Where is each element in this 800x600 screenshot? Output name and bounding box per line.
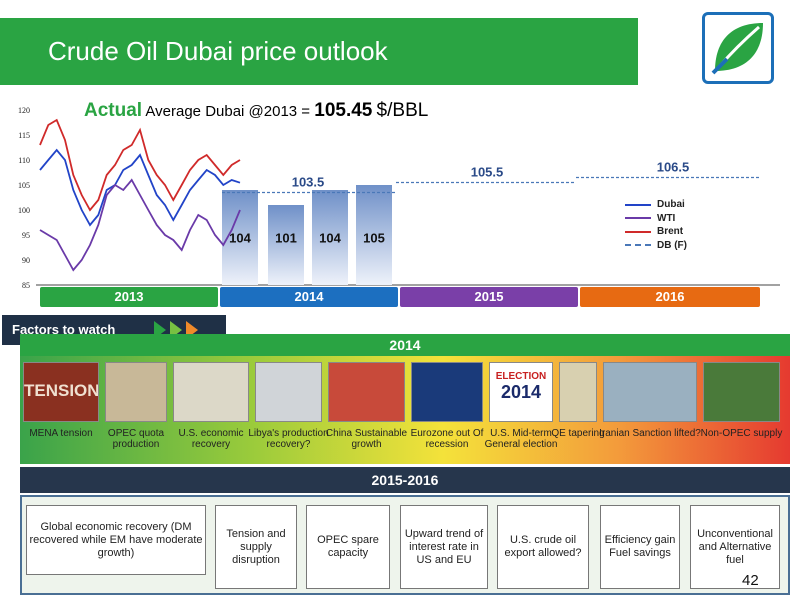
factor-image (703, 362, 780, 422)
factors-2015-2016-box: Global economic recovery (DM recovered w… (20, 495, 790, 595)
legend-swatch (625, 203, 651, 206)
factor-2015-2016-item: Global economic recovery (DM recovered w… (26, 505, 206, 575)
actual-label: Actual (84, 100, 143, 121)
factor-2015-2016-item: Upward trend of interest rate in US and … (400, 505, 488, 589)
year-2014: 2014 (220, 287, 398, 307)
factor-label: Libya's production recovery? (248, 428, 329, 450)
factor-image: TENSION (23, 362, 99, 422)
factor-image: ELECTION 2014 (489, 362, 553, 422)
band-2015-2016: 2015-2016 (20, 467, 790, 493)
year-2013: 2013 (40, 287, 218, 307)
forecast-bar-label: 101 (275, 231, 297, 246)
leaf-logo-icon (702, 12, 774, 84)
factor-label: QE tapering (551, 428, 605, 439)
factor-label: U.S. economic recovery (178, 428, 244, 450)
factor-image (328, 362, 405, 422)
factor-image (173, 362, 249, 422)
forecast-line-label: 105.5 (471, 165, 504, 180)
y-tick-label: 120 (18, 106, 30, 115)
factor-label: MENA tension (29, 428, 93, 439)
y-tick-label: 90 (22, 256, 30, 265)
legend-entry: Brent (625, 225, 687, 239)
legend-swatch (625, 217, 651, 220)
factor-image-text: TENSION (24, 381, 99, 400)
series-line-wti (39, 178, 241, 272)
forecast-bar-label: 105 (363, 231, 385, 246)
factor-label: U.S. Mid-term General election (484, 428, 558, 450)
factor-image-text: ELECTION (495, 371, 547, 382)
forecast-lines: 103.5 105.5 106.5 (222, 160, 760, 194)
factors-title: Factors to watch (12, 322, 116, 337)
legend-label: Dubai (657, 199, 685, 211)
legend-swatch (625, 244, 651, 247)
y-tick-label: 95 (22, 231, 30, 240)
actual-value: 105.45 (314, 100, 373, 121)
factors-2014-row: TENSION MENA tension OPEC quota production… (20, 356, 790, 464)
factor-image (603, 362, 697, 422)
title-bar: Crude Oil Dubai price outlook (0, 18, 638, 85)
legend-entry: WTI (625, 212, 687, 226)
year-2016: 2016 (580, 287, 760, 307)
price-chart: 120 115 110 105 100 95 90 85 104 101 104 105 103.5… (18, 106, 780, 290)
y-tick-label: 110 (18, 156, 30, 165)
legend-swatch (625, 230, 651, 233)
forecast-bar (356, 185, 392, 285)
factor-2015-2016-item: Efficiency gain Fuel savings (600, 505, 680, 589)
factor-image-year: 2014 (500, 382, 542, 402)
actual-average-text: Actual Average Dubai @2013 = 105.45 $/BB… (84, 100, 428, 122)
series-line-brent (39, 118, 241, 212)
factor-image (105, 362, 167, 422)
actual-unit: $/BBL (376, 100, 429, 121)
legend-label: WTI (657, 212, 676, 224)
factor-2015-2016-item: U.S. crude oil export allowed? (497, 505, 589, 589)
year-2015: 2015 (400, 287, 578, 307)
y-tick-label: 105 (18, 181, 30, 190)
actual-description: Average Dubai @2013 = (145, 103, 311, 120)
band-2014: 2014 (20, 334, 790, 356)
legend-label: Brent (657, 226, 684, 238)
forecast-line-label: 106.5 (657, 160, 690, 175)
factor-2015-2016-item: Unconventional and Alternative fuel (690, 505, 780, 589)
forecast-bar-label: 104 (229, 231, 251, 246)
factor-label: Eurozone out Of recession (410, 428, 484, 450)
y-axis: 120 115 110 105 100 95 90 85 (18, 106, 780, 290)
legend-entry: DB (F) (625, 239, 687, 253)
forecast-bars: 104 101 104 105 (222, 185, 392, 285)
forecast-bar (268, 205, 304, 285)
factor-label: Non-OPEC supply (700, 428, 783, 439)
y-tick-label: 85 (22, 281, 30, 290)
legend-label: DB (F) (657, 239, 687, 251)
factor-2015-2016-item: OPEC spare capacity (306, 505, 390, 589)
chart-legend: Dubai WTI Brent DB (F) (625, 198, 687, 252)
slide-title: Crude Oil Dubai price outlook (48, 36, 388, 66)
forecast-bar (312, 190, 348, 285)
factor-image (411, 362, 483, 422)
page-number: 42 (742, 572, 759, 589)
factor-image (559, 362, 597, 422)
factor-2015-2016-item: Tension and supply disruption (215, 505, 297, 589)
factor-image (255, 362, 322, 422)
legend-entry: Dubai (625, 198, 687, 212)
factor-label: China Sustainable growth (325, 428, 408, 450)
forecast-bar-label: 104 (319, 231, 341, 246)
factor-label: Iranian Sanction lifted? (599, 428, 701, 439)
y-tick-label: 115 (18, 131, 30, 140)
series-line-dubai (39, 148, 241, 227)
factor-label: OPEC quota production (107, 428, 165, 450)
forecast-line-label: 103.5 (292, 175, 325, 190)
y-tick-label: 100 (18, 206, 30, 215)
price-series (39, 118, 241, 272)
